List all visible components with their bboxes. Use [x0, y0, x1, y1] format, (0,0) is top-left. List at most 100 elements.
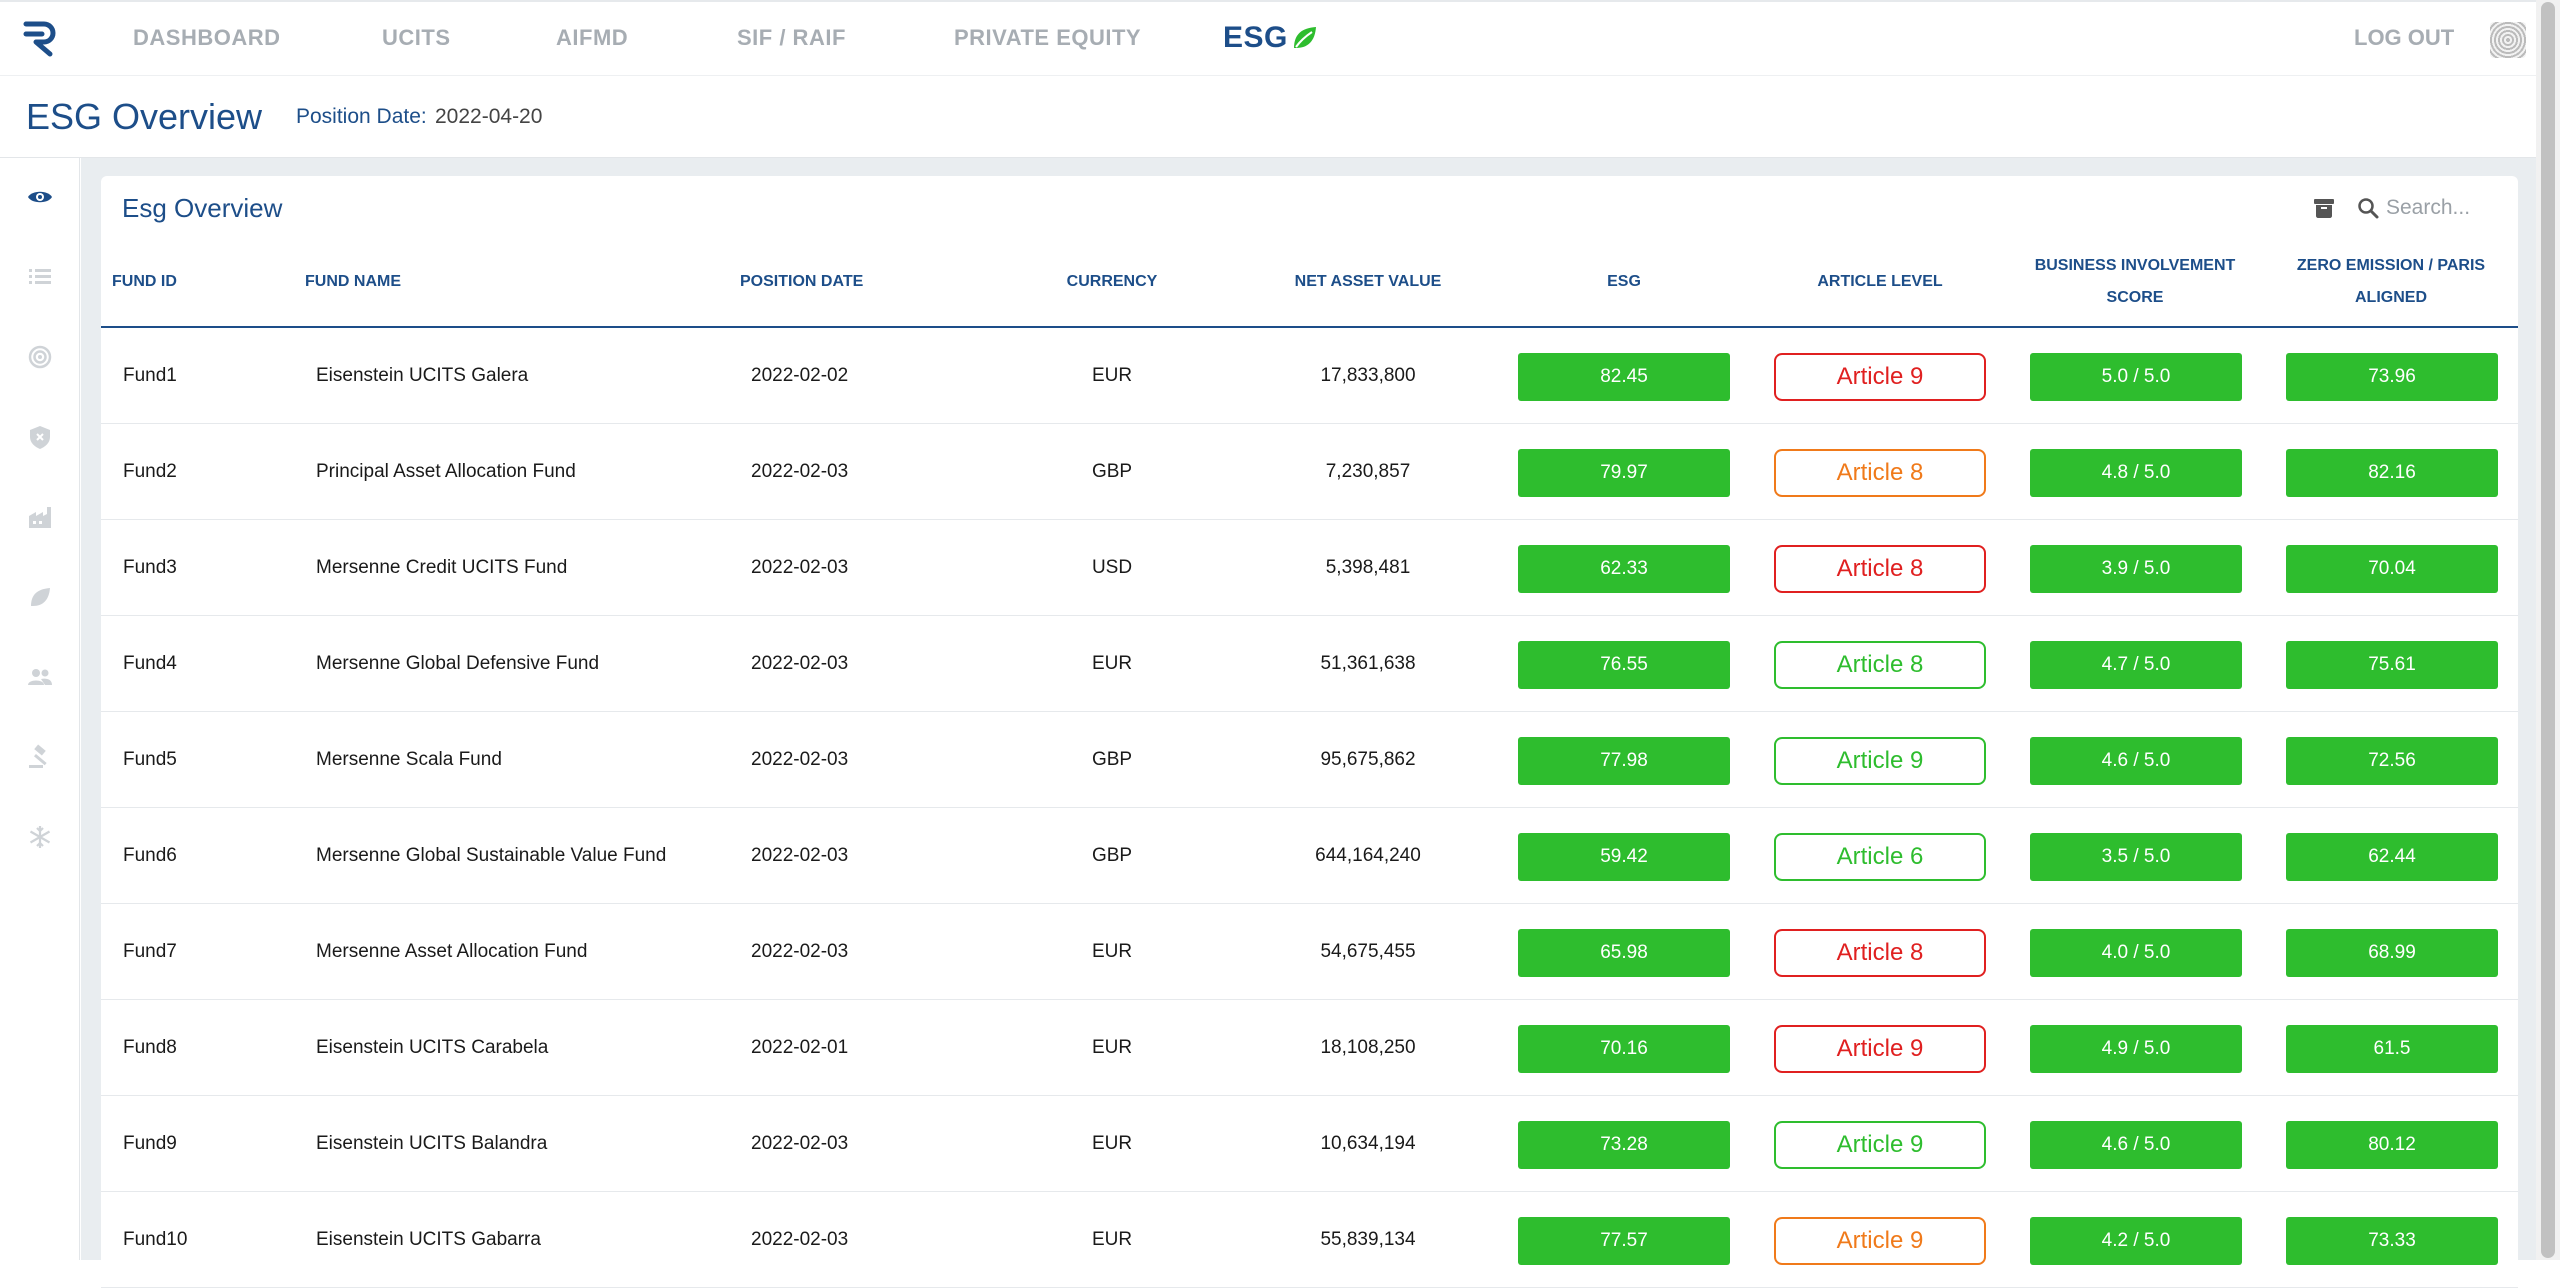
- search-input[interactable]: [2386, 192, 2506, 224]
- col-header-position-date[interactable]: POSITION DATE: [740, 273, 864, 290]
- factory-icon[interactable]: [24, 501, 56, 533]
- currency-cell: EUR: [1091, 1133, 1133, 1154]
- avatar[interactable]: [2490, 22, 2526, 58]
- position-date-cell: 2022-02-03: [751, 461, 849, 482]
- esg-score-badge: 62.33: [1518, 545, 1730, 593]
- position-date-cell: 2022-02-02: [751, 365, 849, 386]
- list-icon[interactable]: [24, 261, 56, 293]
- snowflake-icon[interactable]: [24, 821, 56, 853]
- nav-sif-raif[interactable]: SIF / RAIF: [737, 25, 846, 50]
- net-asset-value-cell: 18,108,250: [1320, 1037, 1416, 1058]
- position-date-cell: 2022-02-03: [751, 1133, 849, 1154]
- position-date-cell: 2022-02-03: [751, 1229, 849, 1250]
- article-level-badge: Article 9: [1774, 1025, 1986, 1073]
- currency-cell: EUR: [1091, 941, 1133, 962]
- col-header-fund-id[interactable]: FUND ID: [112, 273, 177, 290]
- page-title: ESG Overview: [26, 96, 263, 137]
- col-header-article-level[interactable]: ARTICLE LEVEL: [1817, 273, 1943, 290]
- zero-emission-badge: 82.16: [2286, 449, 2498, 497]
- esg-score-badge: 70.16: [1518, 1025, 1730, 1073]
- position-date-cell: 2022-02-03: [751, 845, 849, 866]
- esg-score-badge: 77.57: [1518, 1217, 1730, 1265]
- app-logo[interactable]: [20, 18, 60, 58]
- fund-id-cell: Fund2: [123, 461, 177, 482]
- business-involvement-badge: 4.0 / 5.0: [2030, 929, 2242, 977]
- table-row[interactable]: Fund3 Mersenne Credit UCITS Fund 2022-02-0…: [101, 520, 2518, 616]
- nav-aifmd[interactable]: AIFMD: [556, 25, 629, 50]
- business-involvement-badge: 3.5 / 5.0: [2030, 833, 2242, 881]
- nav-esg-label: ESG: [1223, 21, 1288, 54]
- eye-icon[interactable]: [24, 181, 56, 213]
- fund-name-cell: Mersenne Global Sustainable Value Fund: [316, 845, 667, 866]
- col-header-net-asset-value[interactable]: NET ASSET VALUE: [1294, 273, 1442, 290]
- page-scrollbar-thumb[interactable]: [2541, 2, 2555, 1258]
- position-date-cell: 2022-02-03: [751, 749, 849, 770]
- leaf-nav-icon[interactable]: [24, 581, 56, 613]
- business-involvement-badge: 4.6 / 5.0: [2030, 737, 2242, 785]
- net-asset-value-cell: 54,675,455: [1320, 941, 1416, 962]
- article-level-badge: Article 8: [1774, 449, 1986, 497]
- currency-cell: EUR: [1091, 365, 1133, 386]
- col-header-zero-emission[interactable]: ZERO EMISSION / PARIS ALIGNED: [2266, 250, 2516, 314]
- fund-id-cell: Fund8: [123, 1037, 177, 1058]
- nav-ucits[interactable]: UCITS: [382, 25, 451, 50]
- zero-emission-badge: 70.04: [2286, 545, 2498, 593]
- fund-id-cell: Fund1: [123, 365, 177, 386]
- top-navbar: [0, 0, 2536, 76]
- table-row[interactable]: Fund1 Eisenstein UCITS Galera 2022-02-02 EU…: [101, 328, 2518, 424]
- fund-id-cell: Fund5: [123, 749, 177, 770]
- col-header-esg[interactable]: ESG: [1607, 273, 1641, 290]
- esg-score-badge: 73.28: [1518, 1121, 1730, 1169]
- table-row[interactable]: Fund6 Mersenne Global Sustainable Value F…: [101, 808, 2518, 904]
- zero-emission-badge: 75.61: [2286, 641, 2498, 689]
- article-level-badge: Article 8: [1774, 641, 1986, 689]
- table-row[interactable]: Fund5 Mersenne Scala Fund 2022-02-03 GBP 95,…: [101, 712, 2518, 808]
- table-row[interactable]: Fund8 Eisenstein UCITS Carabela 2022-02-01…: [101, 1000, 2518, 1096]
- table-row[interactable]: Fund2 Principal Asset Allocation Fund 2022…: [101, 424, 2518, 520]
- currency-cell: EUR: [1091, 653, 1133, 674]
- zero-emission-badge: 68.99: [2286, 929, 2498, 977]
- esg-score-badge: 59.42: [1518, 833, 1730, 881]
- logout-link[interactable]: LOG OUT: [2354, 25, 2455, 50]
- zero-emission-badge: 61.5: [2286, 1025, 2498, 1073]
- table-header: [101, 246, 2518, 328]
- position-date-cell: 2022-02-03: [751, 653, 849, 674]
- business-involvement-badge: 4.7 / 5.0: [2030, 641, 2242, 689]
- col-header-zero-line1: ZERO EMISSION / PARIS: [2296, 257, 2486, 274]
- nav-dashboard[interactable]: DASHBOARD: [133, 25, 281, 50]
- business-involvement-badge: 4.8 / 5.0: [2030, 449, 2242, 497]
- fund-name-cell: Mersenne Scala Fund: [316, 749, 502, 770]
- zero-emission-badge: 73.33: [2286, 1217, 2498, 1265]
- esg-score-badge: 65.98: [1518, 929, 1730, 977]
- fund-id-cell: Fund4: [123, 653, 177, 674]
- archive-icon[interactable]: [2312, 196, 2336, 220]
- col-header-business-line2: SCORE: [2106, 289, 2164, 306]
- shield-icon[interactable]: [24, 421, 56, 453]
- gavel-icon[interactable]: [24, 741, 56, 773]
- card-title: Esg Overview: [122, 193, 283, 223]
- nav-esg[interactable]: ESG: [1223, 0, 1318, 76]
- net-asset-value-cell: 51,361,638: [1320, 653, 1416, 674]
- position-date-cell: 2022-02-03: [751, 557, 849, 578]
- col-header-fund-name[interactable]: FUND NAME: [305, 273, 401, 290]
- table-row[interactable]: Fund4 Mersenne Global Defensive Fund 2022-…: [101, 616, 2518, 712]
- col-header-business-involvement[interactable]: BUSINESS INVOLVEMENT SCORE: [2010, 250, 2260, 314]
- table-row[interactable]: Fund7 Mersenne Asset Allocation Fund 2022-…: [101, 904, 2518, 1000]
- zero-emission-badge: 62.44: [2286, 833, 2498, 881]
- esg-score-badge: 76.55: [1518, 641, 1730, 689]
- zero-emission-badge: 80.12: [2286, 1121, 2498, 1169]
- table-row[interactable]: Fund9 Eisenstein UCITS Balandra 2022-02-03…: [101, 1096, 2518, 1192]
- business-involvement-badge: 4.6 / 5.0: [2030, 1121, 2242, 1169]
- target-icon[interactable]: [24, 341, 56, 373]
- col-header-business-line1: BUSINESS INVOLVEMENT: [2034, 257, 2236, 274]
- zero-emission-badge: 72.56: [2286, 737, 2498, 785]
- fund-name-cell: Mersenne Asset Allocation Fund: [316, 941, 588, 962]
- nav-private-equity[interactable]: PRIVATE EQUITY: [954, 25, 1142, 50]
- col-header-currency[interactable]: CURRENCY: [1066, 273, 1158, 290]
- fund-id-cell: Fund6: [123, 845, 177, 866]
- search-icon: [2358, 198, 2379, 219]
- people-icon[interactable]: [24, 661, 56, 693]
- article-level-badge: Article 9: [1774, 1121, 1986, 1169]
- table-row[interactable]: Fund10 Eisenstein UCITS Gabarra 2022-02-03…: [101, 1192, 2518, 1288]
- position-date-value[interactable]: 2022-04-20: [435, 105, 543, 128]
